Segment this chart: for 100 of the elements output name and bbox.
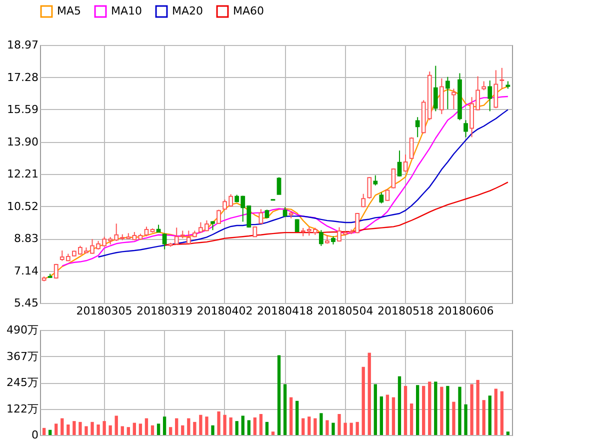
x-tick-label: 20180606 (438, 304, 494, 318)
bar (470, 384, 474, 435)
y-tick-label: 15.59 (7, 103, 38, 116)
candlestick (379, 192, 384, 204)
bar (102, 421, 106, 435)
bar (422, 386, 426, 435)
candlestick (403, 154, 408, 172)
bar (344, 422, 347, 435)
bar (350, 422, 353, 435)
candlestick (385, 189, 390, 202)
bar (265, 422, 269, 435)
bar (362, 366, 365, 435)
bar (120, 426, 124, 435)
bar (205, 416, 208, 435)
bar (259, 414, 263, 435)
x-tick-label: 20180504 (317, 304, 374, 318)
bar (488, 396, 492, 435)
bar (386, 394, 390, 435)
bar (132, 422, 136, 435)
bar (296, 400, 299, 435)
bar (48, 430, 52, 435)
candlestick (409, 136, 414, 160)
x-tick-label: 20180402 (196, 304, 253, 318)
bar (428, 382, 432, 435)
bar (338, 414, 341, 435)
bar (416, 385, 420, 435)
bar (162, 416, 166, 435)
bar (144, 418, 148, 435)
legend-label: MA60 (233, 4, 264, 18)
bar (380, 396, 384, 435)
candlestick (397, 150, 402, 177)
candlestick (391, 168, 396, 189)
y-tick-label: 367万 (6, 350, 38, 363)
candlestick (439, 78, 444, 115)
bar (199, 414, 202, 435)
bar (458, 386, 462, 435)
bar (54, 424, 58, 435)
candlestick (361, 193, 366, 208)
candlestick (162, 232, 167, 250)
bar (42, 428, 46, 435)
bar (494, 388, 498, 435)
y-tick-label: 0 (32, 428, 38, 440)
bar (150, 425, 154, 435)
bar (464, 404, 468, 435)
y-tick-label: 245万 (6, 376, 38, 389)
bar (476, 380, 480, 435)
bar (90, 422, 94, 435)
bar (60, 418, 64, 435)
bar (410, 404, 414, 435)
bar (308, 416, 311, 435)
bar (332, 422, 335, 435)
bar (482, 400, 486, 435)
bar (223, 414, 226, 435)
y-tick-label: 5.45 (14, 296, 38, 310)
bar (247, 420, 250, 435)
y-tick-label: 17.28 (7, 70, 38, 84)
bar (138, 424, 142, 435)
y-tick-label: 18.97 (7, 38, 38, 52)
y-tick-label: 122万 (6, 402, 38, 416)
x-tick-label: 20180319 (136, 304, 193, 318)
bar (72, 421, 76, 435)
candlestick (258, 208, 264, 224)
bar (326, 420, 329, 435)
bar (368, 352, 371, 435)
candlestick (276, 176, 282, 195)
candlestick (373, 174, 378, 186)
bar (283, 384, 287, 435)
candlestick (433, 65, 438, 112)
bar (434, 382, 438, 435)
candlestick (367, 176, 372, 200)
bar (96, 424, 100, 435)
y-tick-label: 12.21 (7, 168, 38, 180)
candlestick (216, 209, 221, 224)
candlestick (294, 218, 300, 233)
bar (241, 416, 244, 435)
y-tick-label: 7.14 (14, 264, 38, 278)
bar (314, 418, 317, 435)
candlestick (318, 230, 324, 246)
candlestick (488, 80, 492, 112)
bar (66, 424, 70, 435)
candlestick (282, 206, 288, 218)
x-tick-label: 20180518 (378, 304, 434, 318)
bar (302, 418, 305, 435)
bar (452, 402, 456, 435)
y-tick-label: 13.90 (7, 135, 38, 148)
bar (187, 418, 190, 435)
bar (392, 397, 396, 435)
bar (506, 432, 510, 435)
bar (175, 418, 178, 435)
legend-label: MA10 (111, 4, 142, 18)
bar (374, 384, 377, 435)
bar (320, 413, 323, 435)
y-tick-label: 10.52 (7, 200, 38, 213)
bar (404, 386, 408, 435)
bar (84, 426, 88, 435)
legend-label: MA20 (172, 4, 204, 18)
bar (193, 422, 196, 435)
candlestick (500, 67, 504, 90)
bar (235, 421, 238, 435)
candlestick (144, 226, 149, 237)
